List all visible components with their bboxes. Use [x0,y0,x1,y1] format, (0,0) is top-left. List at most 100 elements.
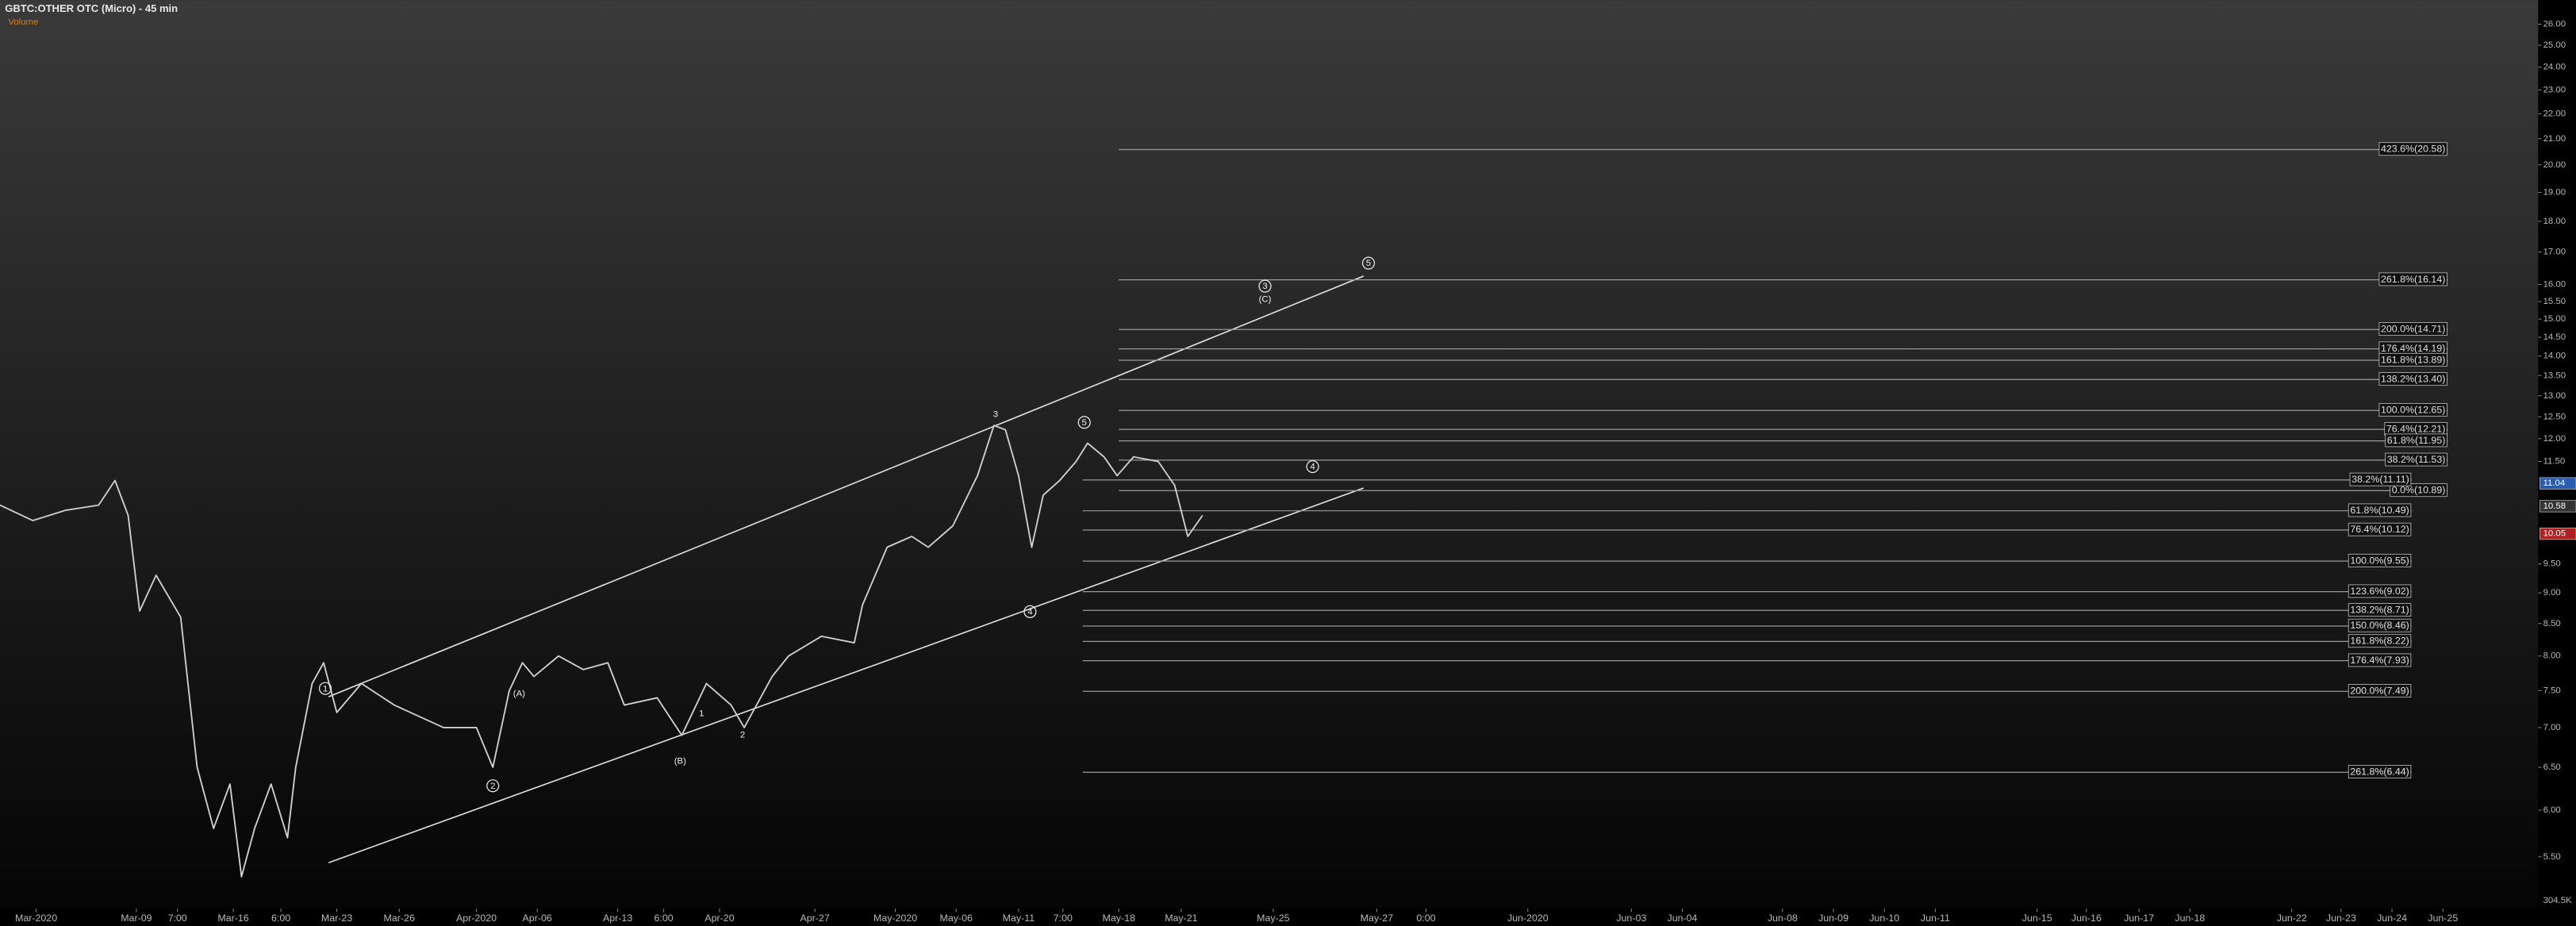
wave-label: 3 [1262,282,1267,291]
y-tick-label: 21.00 [2543,134,2566,144]
wave-circle [1361,256,1376,270]
x-tick-label: Jun-17 [2124,913,2154,924]
x-tick-label: Mar-16 [217,913,248,924]
fib-label: 0.0%(10.89) [2392,485,2446,496]
x-tick-label: Mar-26 [384,913,415,924]
y-tick-label: 12.00 [2543,434,2566,444]
x-tick-label: 7:00 [1054,913,1073,924]
x-tick-label: May-06 [940,913,973,924]
y-tick-label: 19.00 [2543,187,2566,197]
x-tick-label: Jun-18 [2175,913,2205,924]
x-tick-label: Jun-23 [2326,913,2356,924]
x-tick-label: Jun-15 [2022,913,2052,924]
fib-label-box [2348,603,2412,617]
wave-circle [1258,279,1272,293]
fib-label-box [2348,653,2412,667]
fib-label-box [2348,765,2412,779]
chart-layer: 26.0025.0024.0023.0022.0021.0020.0019.00… [0,20,2576,924]
y-tick-label: 24.00 [2543,63,2566,72]
channel-lower [328,487,1365,863]
y-tick-label: 6.50 [2543,763,2561,772]
x-tick-label: May-27 [1361,913,1393,924]
x-tick-label: Mar-2020 [15,913,57,924]
x-tick-label: 6:00 [271,913,290,924]
y-tick-label: 13.00 [2543,391,2566,401]
price-marker [2540,528,2576,540]
fib-label-box [2378,272,2447,286]
fib-label-box [2348,503,2412,517]
y-tick-label: 12.50 [2543,412,2566,421]
wave-label: (A) [513,690,525,699]
x-tick-label: Jun-10 [1869,913,1899,924]
fib-label-box [2349,472,2412,486]
y-tick-label: 8.00 [2543,651,2561,661]
x-tick-label: Jun-22 [2277,913,2307,924]
x-tick-label: May-11 [1003,913,1035,924]
time-axis-background [0,909,2539,926]
wave-label: 4 [1310,463,1315,472]
y-tick-label: 25.00 [2543,40,2566,50]
fib-label: 100.0%(12.65) [2381,404,2445,415]
fib-label: 76.4%(12.21) [2386,423,2445,434]
y-tick-label: 23.00 [2543,85,2566,94]
fib-label: 38.2%(11.11) [2351,474,2409,485]
price-marker [2540,477,2576,490]
wave-label: 2 [490,782,495,791]
y-tick-label: 15.00 [2543,314,2566,324]
x-tick-label: Jun-09 [1818,913,1849,924]
price-marker-label: 10.58 [2543,501,2566,511]
x-tick-label: 6:00 [655,913,674,924]
wave-label: 1 [323,684,328,694]
fib-label: 138.2%(8.71) [2350,605,2409,616]
x-tick-label: Mar-23 [321,913,352,924]
x-tick-label: Apr-13 [603,913,632,924]
fib-label-box [2378,322,2447,336]
fib-label: 100.0%(9.55) [2350,555,2409,566]
volume-axis-label: 304.5K [2543,896,2572,905]
y-tick-label: 8.50 [2543,619,2561,628]
wave-circle [486,779,500,793]
x-tick-label: Apr-20 [704,913,734,924]
fib-label-box [2348,618,2412,632]
fib-label-box [2348,684,2412,697]
y-tick-label: 17.00 [2543,248,2566,257]
fib-label-box [2385,433,2447,448]
fib-label-box [2378,372,2447,386]
fib-label: 423.6%(20.58) [2381,144,2445,155]
fib-label-box [2348,634,2412,648]
y-tick-label: 7.00 [2543,723,2561,732]
y-tick-label: 9.00 [2543,588,2561,597]
fib-label: 161.8%(8.22) [2350,636,2409,647]
fib-label: 200.0%(14.71) [2381,324,2445,335]
fib-label-box [2378,403,2447,417]
fib-label-box [2348,553,2412,567]
price-axis-background [2538,0,2576,926]
wave-label: (B) [674,756,686,766]
wave-label: (C) [1259,295,1272,305]
fib-label: 261.8%(16.14) [2381,274,2445,285]
wave-circle [1077,416,1091,429]
y-tick-label: 14.00 [2543,352,2566,361]
x-tick-label: Jun-25 [2428,913,2458,924]
y-tick-label: 14.50 [2543,332,2566,342]
y-tick-label: 5.50 [2543,852,2561,862]
price-line [0,425,1204,878]
fib-label: 176.4%(7.93) [2350,655,2409,666]
x-tick-label: May-18 [1103,913,1135,924]
y-tick-label: 16.00 [2543,280,2566,290]
y-tick-label: 15.50 [2543,297,2566,306]
fib-label-box [2385,452,2447,467]
y-tick-label: 7.50 [2543,686,2561,695]
price-marker [2540,500,2576,513]
wave-label: 4 [1027,607,1032,617]
x-tick-label: May-21 [1165,913,1197,924]
fib-label: 176.4%(14.19) [2381,343,2445,354]
wave-label: 3 [993,410,998,420]
x-tick-label: Jun-03 [1616,913,1646,924]
x-tick-label: Apr-27 [800,913,829,924]
wave-circle [318,682,332,695]
x-tick-label: Jun-11 [1921,913,1950,924]
wave-label: 5 [1366,259,1371,268]
price-marker-label: 10.05 [2543,529,2566,539]
